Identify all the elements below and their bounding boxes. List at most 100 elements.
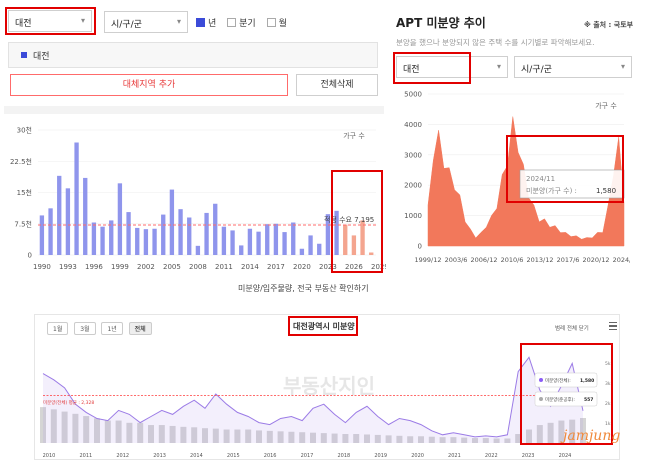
bar-private bbox=[202, 428, 208, 443]
checkbox-icon bbox=[196, 18, 205, 27]
bar-private bbox=[580, 418, 586, 443]
bar-1995 bbox=[83, 177, 88, 255]
bar-2011 bbox=[221, 226, 227, 255]
highlight-bottom-recent bbox=[520, 343, 613, 445]
y-tick-label: 2000 bbox=[404, 182, 422, 190]
bar-private bbox=[526, 429, 532, 443]
bar-1998 bbox=[109, 220, 114, 255]
bar-2020 bbox=[299, 248, 305, 255]
x-tick-label: 2013 bbox=[153, 453, 166, 459]
highlight-forecast bbox=[331, 170, 383, 273]
compare-button[interactable]: 범례 전체 닫기 bbox=[555, 326, 589, 332]
bar-private bbox=[374, 434, 381, 443]
bar-private bbox=[223, 429, 230, 443]
y-tick-label: 5k bbox=[605, 361, 611, 367]
bar-1997 bbox=[100, 226, 105, 255]
bar-2021 bbox=[308, 235, 313, 255]
bar-2007 bbox=[187, 217, 192, 255]
x-tick-label: 2002 bbox=[137, 263, 155, 271]
bar-2003 bbox=[152, 228, 157, 255]
divider bbox=[4, 106, 384, 114]
bar-2008 bbox=[195, 245, 201, 255]
bar-private bbox=[428, 436, 435, 443]
delete-all-button[interactable]: 전체삭제 bbox=[296, 74, 378, 96]
bar-private bbox=[450, 437, 457, 443]
x-tick-label: 2005 bbox=[163, 263, 181, 271]
bar-1990 bbox=[39, 215, 45, 255]
range-button-1y[interactable]: 1년 bbox=[101, 322, 123, 335]
bar-1996 bbox=[91, 222, 97, 255]
bar-2025 bbox=[343, 224, 348, 255]
bar-2023 bbox=[325, 214, 331, 255]
menu-icon[interactable] bbox=[609, 322, 617, 330]
bar-private bbox=[148, 425, 154, 443]
bar-private bbox=[158, 425, 165, 443]
district-select-value: 시/구/군 bbox=[111, 20, 142, 30]
bar-2018 bbox=[282, 232, 287, 255]
bar-private bbox=[61, 411, 68, 443]
district-select[interactable]: 시/구/군 ▾ bbox=[104, 11, 188, 33]
period-option-month[interactable]: 월 bbox=[266, 18, 287, 29]
bar-2027 bbox=[360, 220, 365, 255]
x-tick-label: 1999/12 bbox=[414, 256, 441, 264]
period-option-quarter[interactable]: 분기 bbox=[227, 18, 256, 29]
bar-private bbox=[137, 422, 144, 443]
x-tick-label: 2023 bbox=[522, 453, 535, 459]
x-tick-label: 2010 bbox=[43, 453, 56, 459]
panel-description: 분양을 했으나 분양되지 않은 주택 수를 시기별로 파악해보세요. bbox=[396, 38, 595, 47]
unit-label: 가구 수 bbox=[595, 101, 617, 110]
bar-private bbox=[288, 431, 295, 443]
tooltip-label: 미분양(가구 수) : bbox=[526, 186, 577, 195]
checkbox-icon bbox=[227, 18, 237, 27]
bar-private bbox=[472, 438, 478, 443]
bar-2024 bbox=[334, 210, 339, 255]
x-tick-label: 2014 bbox=[190, 453, 203, 459]
legend-label: 대전 bbox=[33, 52, 50, 62]
y-tick-label: 3k bbox=[605, 381, 611, 387]
tooltip-total-box bbox=[534, 372, 598, 388]
x-tick-label: 2020 bbox=[293, 263, 311, 271]
bar-private bbox=[504, 438, 511, 443]
highlight-region-select bbox=[5, 7, 96, 35]
tooltip-private-label: 미분양(준공후): bbox=[545, 396, 575, 403]
caption-link[interactable]: 미분양/입주물량, 전국 부동산 확인하기 bbox=[238, 284, 369, 293]
chevron-down-icon: ▾ bbox=[176, 17, 181, 26]
tooltip-private-box bbox=[534, 391, 598, 407]
bar-2001 bbox=[135, 227, 140, 255]
bar-private bbox=[331, 433, 338, 443]
period-option-year[interactable]: 년 bbox=[196, 18, 216, 29]
y-tick-label: 30천 bbox=[17, 126, 32, 135]
bar-1994 bbox=[74, 142, 79, 255]
add-region-button[interactable]: 대체지역 추가 bbox=[10, 74, 288, 96]
bar-private bbox=[396, 435, 403, 443]
bar-private bbox=[385, 435, 392, 443]
period-toggle: 년 분기 월 bbox=[196, 16, 287, 29]
unsold-total-line bbox=[42, 356, 584, 438]
region-select[interactable]: 대전 ▾ bbox=[8, 10, 92, 32]
x-tick-label: 2017 bbox=[301, 453, 314, 459]
bar-private bbox=[310, 432, 316, 443]
supply-bar-chart: 0 7.5천 15천 22.5천 30천 1990 1993 1996 1999 2002 200… bbox=[10, 126, 386, 272]
bar-2004 bbox=[161, 214, 166, 255]
bar-2010 bbox=[213, 203, 218, 255]
bar-2028 bbox=[369, 252, 374, 255]
bar-private bbox=[418, 436, 424, 443]
highlight-right-region bbox=[393, 52, 471, 84]
range-buttons: 1월 3월 1년 전체 bbox=[47, 322, 155, 335]
range-button-3m[interactable]: 3월 bbox=[74, 322, 96, 335]
x-tick-label: 2011 bbox=[79, 453, 92, 459]
x-tick-label: 2019 bbox=[374, 453, 387, 459]
bar-private bbox=[245, 429, 252, 443]
y-tick-label: 3000 bbox=[404, 151, 422, 159]
tooltip-total-dot bbox=[539, 378, 543, 382]
bar-2015 bbox=[256, 231, 261, 255]
range-button-all[interactable]: 전체 bbox=[128, 322, 152, 335]
bar-private bbox=[493, 438, 500, 443]
bar-2012 bbox=[230, 230, 235, 255]
y-tick-label: 22.5천 bbox=[10, 157, 32, 166]
right-region-select[interactable]: 대전 ▾ bbox=[396, 56, 508, 78]
right-district-select[interactable]: 시/구/군 ▾ bbox=[514, 56, 632, 78]
x-tick-label: 2014 bbox=[241, 263, 259, 271]
bar-private bbox=[72, 413, 79, 443]
range-button-1m[interactable]: 1월 bbox=[47, 322, 69, 335]
